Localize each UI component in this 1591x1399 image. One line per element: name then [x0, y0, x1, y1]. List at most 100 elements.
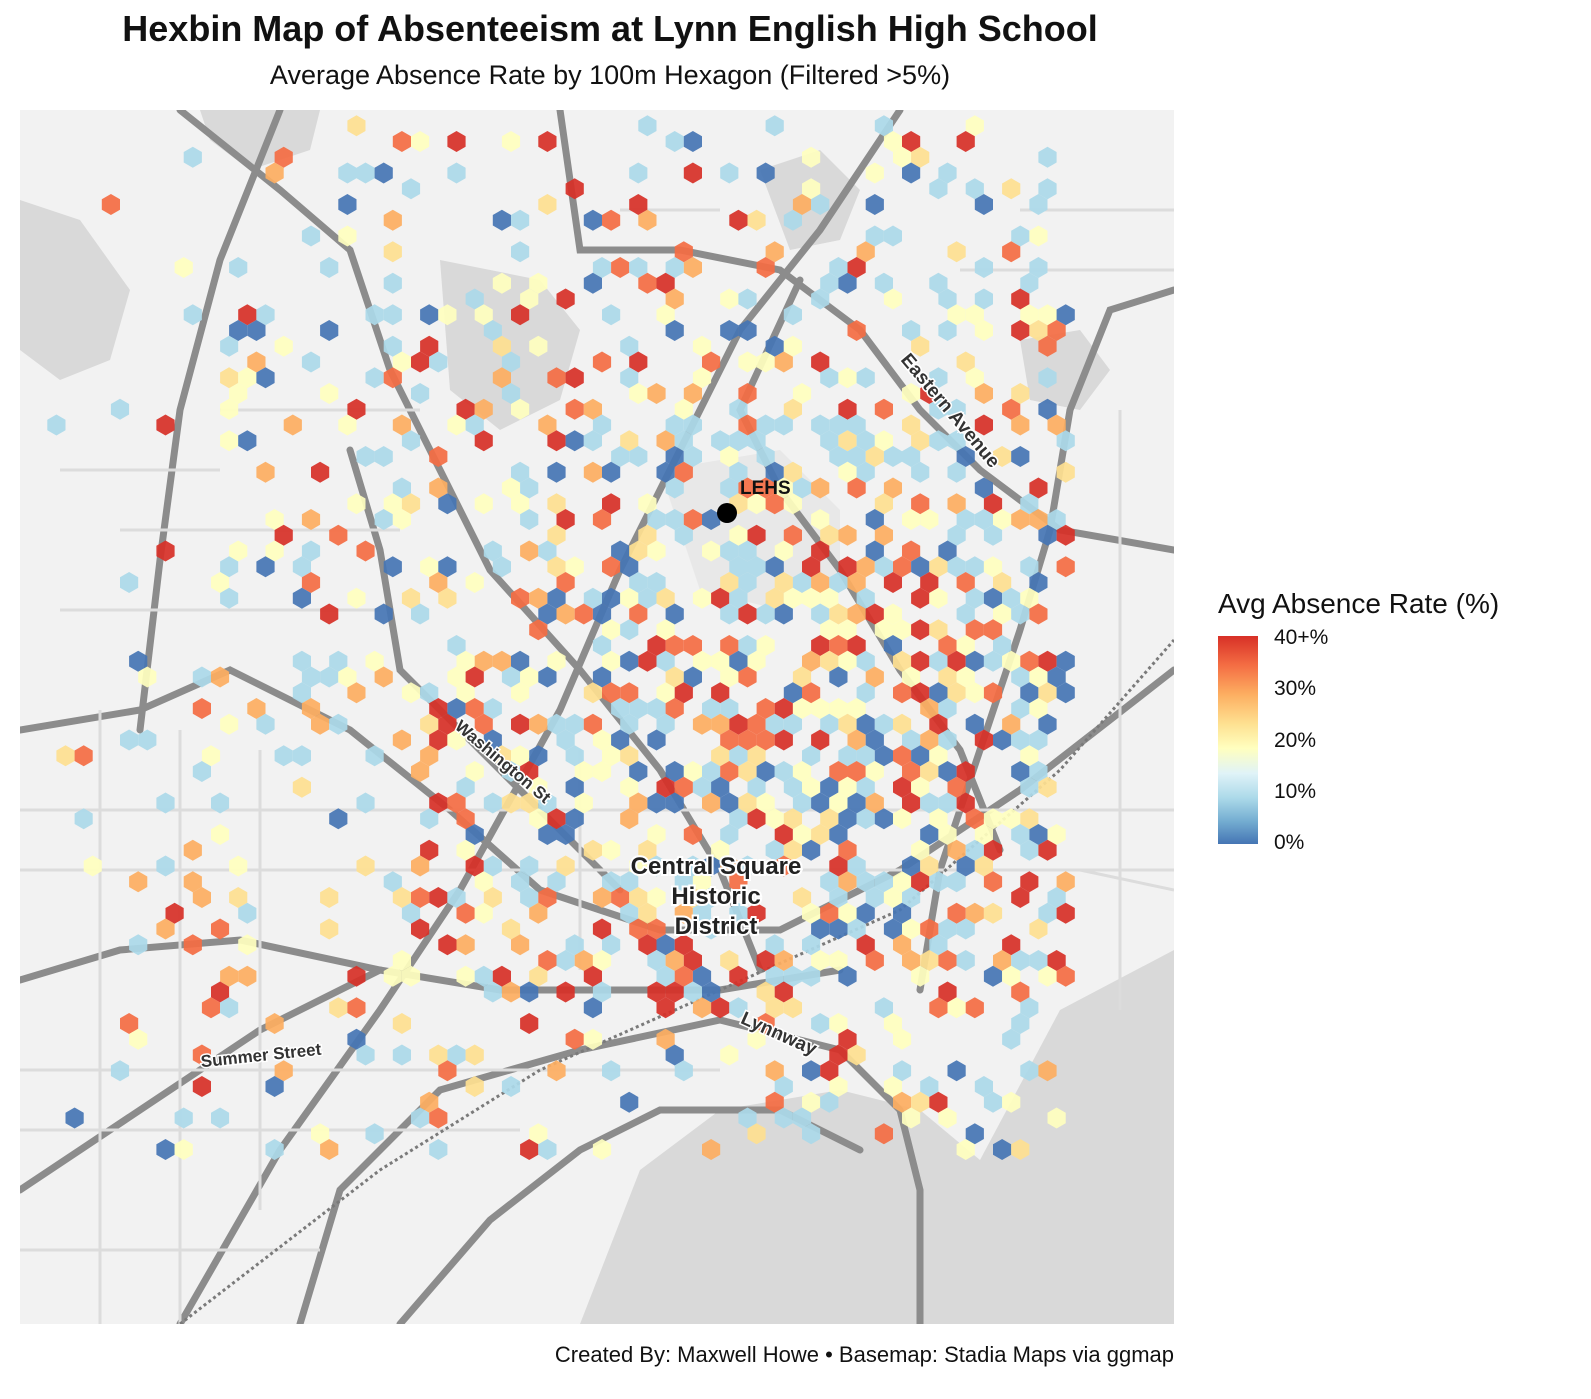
hexbin-cell: [965, 304, 984, 326]
hexbin-cell: [538, 666, 557, 688]
hexbin-cell: [456, 808, 475, 830]
hexbin-cell: [392, 887, 411, 908]
hexbin-cell: [129, 934, 148, 956]
hexbin-cell: [1029, 950, 1048, 971]
hexbin-cell: [1056, 304, 1075, 326]
hexbin-cell: [265, 1139, 284, 1160]
hexbin-cell: [574, 761, 593, 782]
hexbin-cell: [138, 666, 157, 688]
hexbin-cell: [783, 839, 802, 861]
hexbin-cell: [747, 713, 766, 735]
hexbin-cell: [674, 241, 693, 263]
hexbin-cell: [856, 934, 875, 956]
hexbin-cell: [429, 729, 448, 751]
hexbin-cell: [956, 446, 975, 467]
legend-colorbar: [1218, 636, 1258, 844]
hexbin-cell: [547, 493, 566, 515]
hexbin-cell: [511, 461, 530, 483]
hexbin-cell: [211, 981, 230, 1003]
hexbin-cell: [474, 398, 493, 420]
hexbin-cell: [456, 682, 475, 704]
hexbin-cell: [192, 1044, 211, 1066]
hexbin-cell: [802, 587, 821, 609]
hexbin-cell: [838, 272, 857, 294]
hexbin-cell: [865, 540, 884, 562]
hexbin-cell: [811, 635, 830, 656]
hexbin-cell: [492, 367, 511, 389]
hexbin-cell: [483, 540, 502, 562]
hexbin-cell: [1038, 650, 1057, 672]
hexbin-cell: [829, 1044, 848, 1066]
hexbin-cell: [611, 257, 630, 278]
hexbin-cell: [547, 556, 566, 578]
hexbin-cell: [738, 792, 757, 814]
hexbin-cell: [692, 871, 712, 893]
hexbin-cell: [1047, 1107, 1066, 1129]
hexbin-cell: [883, 1076, 902, 1097]
legend-tick-0: [1258, 842, 1266, 844]
hexbin-cell: [883, 225, 902, 247]
hexbin-cell: [1011, 950, 1030, 971]
hexbin-cell: [383, 367, 402, 389]
hexbin-cell: [347, 682, 366, 704]
hexbin-cell: [538, 603, 557, 625]
hexbin-cell: [1011, 666, 1030, 688]
hexbin-cell: [692, 335, 712, 357]
hexbin-cell: [756, 414, 775, 436]
hexbin-cell: [1011, 887, 1030, 908]
hexbin-cell: [865, 729, 884, 751]
hexbin-cell: [829, 1013, 848, 1034]
hexbin-cell: [829, 666, 848, 688]
hexbin-cell: [374, 446, 393, 467]
hexbin-cell: [320, 603, 339, 625]
hexbin-cell: [429, 1139, 448, 1160]
hexbin-cell: [929, 367, 948, 389]
hexbin-cell: [847, 918, 866, 940]
hexbin-cell: [365, 367, 384, 389]
hexbin-cell: [720, 950, 739, 971]
hexbin-cell: [401, 493, 421, 515]
hexbin-cell: [874, 430, 893, 452]
hexbin-cell: [456, 902, 475, 924]
hexbin-cell: [765, 1060, 784, 1082]
hexbin-cell: [401, 430, 421, 452]
hexbin-cell: [447, 414, 466, 436]
hexbin-cell: [1029, 603, 1048, 625]
hexbin-cell: [356, 162, 375, 184]
hexbin-cell: [529, 619, 548, 641]
hexbin-cell: [292, 556, 311, 578]
hexbin-cell: [911, 430, 930, 452]
hexbin-cell: [665, 131, 684, 152]
hexbin-cell: [602, 209, 621, 231]
hexbin-cell: [620, 587, 639, 609]
hexbin-cell: [374, 666, 393, 688]
hexbin-cell: [947, 304, 966, 326]
hexbin-cell: [965, 1123, 984, 1145]
hexbin-cell: [720, 477, 739, 499]
hexbin-cell: [938, 1107, 957, 1129]
hexbin-cell: [101, 194, 120, 215]
hexbin-cell: [411, 761, 430, 782]
hexbin-cell: [811, 351, 830, 373]
hexbin-cell: [511, 871, 530, 893]
hexbin-cell: [865, 950, 884, 971]
hexbin-cell: [747, 1123, 766, 1145]
hexbin-cell: [711, 682, 730, 704]
hexbin-cell: [947, 524, 966, 546]
hexbin-cell: [911, 839, 930, 861]
hexbin-cell: [1038, 965, 1057, 987]
hexbin-cell: [1020, 776, 1039, 798]
hexbin-cell: [1038, 146, 1057, 168]
hexbin-cell: [983, 524, 1003, 546]
hexbin-cell: [738, 635, 757, 656]
hexbin-cell: [1002, 808, 1021, 830]
hexbin-cell: [1038, 776, 1057, 798]
hexbin-cell: [647, 824, 666, 845]
hexbin-cell: [747, 902, 766, 924]
hexbin-cell: [829, 918, 848, 940]
hexbin-cell: [747, 493, 766, 515]
hexbin-cell: [947, 461, 966, 483]
hexbin-cell: [501, 792, 521, 814]
school-marker[interactable]: [717, 503, 737, 523]
hexbin-cell: [902, 383, 921, 404]
